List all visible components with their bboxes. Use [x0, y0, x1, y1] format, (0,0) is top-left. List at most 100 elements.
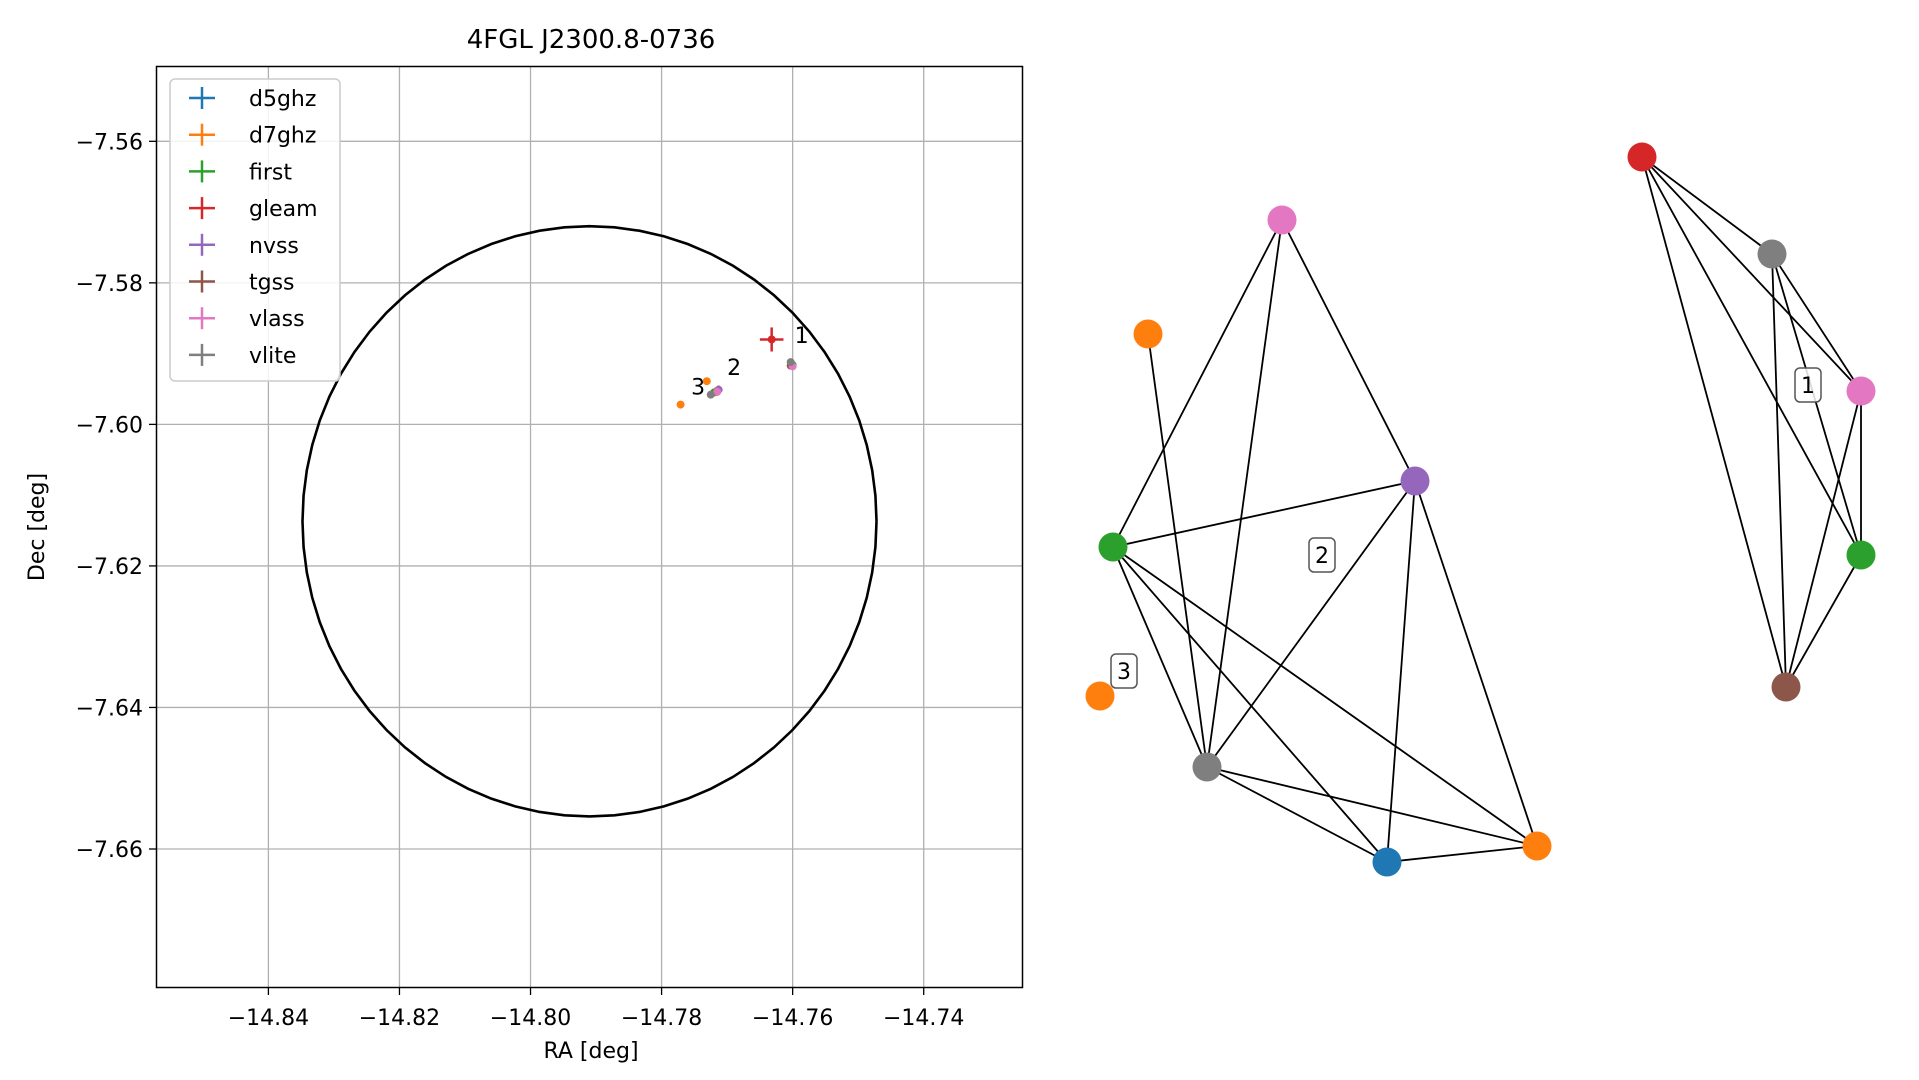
graph-edge: [1641, 156, 1862, 392]
y-tick-label: −7.64: [76, 696, 143, 721]
legend-label: nvss: [249, 234, 299, 259]
cluster-label-box: [1110, 653, 1138, 689]
graph-node-vlass: [1846, 376, 1876, 406]
graph-edge: [1112, 546, 1388, 863]
cluster-label-text: 3: [1117, 660, 1131, 685]
graph-edge: [1112, 219, 1283, 548]
legend-item-vlass: vlass: [189, 307, 305, 332]
legend-label: gleam: [249, 197, 318, 222]
data-point-d7ghz: [676, 400, 685, 409]
point-marker: [676, 400, 685, 409]
legend-label: vlass: [249, 307, 305, 332]
legend-label: d7ghz: [249, 124, 316, 149]
graph-edges: [1112, 156, 1862, 863]
graph-node-d7ghz: [1085, 681, 1115, 711]
graph-edge: [1206, 766, 1538, 847]
graph-node-d7ghz_a: [1133, 319, 1163, 349]
x-axis-label: RA [deg]: [543, 1039, 638, 1064]
graph-node-first: [1846, 540, 1876, 570]
cluster-annotations: 1 23: [691, 324, 809, 401]
legend-label: tgss: [249, 271, 295, 296]
data-point-d7ghz: [702, 377, 711, 386]
scatter-plot-panel: 4FGL J2300.8-0736 1 23 −14.84 −14.82 −14.80…: [25, 25, 1024, 1064]
legend-item-nvss: nvss: [189, 233, 299, 259]
y-tick-label: −7.60: [76, 413, 143, 438]
network-graph-panel: 1 2 3: [1085, 142, 1876, 877]
annotation-label: 3: [691, 376, 705, 401]
point-marker: [706, 390, 715, 399]
graph-node-vlass: [1267, 205, 1297, 235]
y-tick-label: −7.58: [76, 272, 143, 297]
y-axis-label: Dec [deg]: [25, 473, 50, 581]
data-point-vlite: [706, 390, 715, 399]
point-marker: [767, 335, 776, 344]
error-ellipse-layer: [301, 224, 878, 818]
data-points-layer: [676, 327, 797, 409]
graph-edge: [1771, 253, 1862, 392]
axes-frame: [155, 65, 1024, 989]
x-tick-label: −14.74: [883, 1006, 964, 1031]
graph-edge: [1386, 480, 1416, 863]
legend-item-d7ghz: d7ghz: [189, 123, 316, 149]
graph-node-d7ghz_b: [1522, 831, 1552, 861]
cluster-label-box: [1794, 367, 1822, 403]
legend-item-vlite: vlite: [189, 343, 296, 369]
legend-item-tgss: tgss: [189, 270, 295, 296]
cluster-label-box: [1308, 537, 1336, 573]
annotation-label: 1: [795, 324, 809, 349]
graph-node-vlite: [1192, 752, 1222, 782]
point-marker: [713, 387, 722, 396]
legend-label: d5ghz: [249, 87, 316, 112]
graph-node-vlite: [1757, 239, 1787, 269]
point-marker: [702, 377, 711, 386]
graph-edge: [1785, 554, 1862, 688]
cluster-label-text: 1: [1801, 374, 1815, 399]
y-tick-label: −7.62: [76, 555, 143, 580]
x-tick-label: −14.78: [621, 1006, 702, 1031]
x-tick-label: −14.82: [359, 1006, 440, 1031]
graph-edge: [1206, 766, 1388, 863]
graph-edge: [1112, 480, 1416, 548]
graph-node-nvss: [1400, 466, 1430, 496]
graph-node-first: [1098, 532, 1128, 562]
graph-edge: [1641, 156, 1773, 255]
graph-nodes: [1085, 142, 1876, 877]
graph-cluster-labels: 1 2 3: [1110, 367, 1822, 689]
graph-edge: [1281, 219, 1416, 482]
graph-node-d5ghz: [1372, 847, 1402, 877]
graph-edge: [1206, 480, 1416, 768]
graph-edge: [1785, 390, 1862, 688]
data-point-vlite: [786, 358, 795, 367]
graph-edge: [1206, 219, 1283, 768]
x-tick-label: −14.84: [228, 1006, 309, 1031]
graph-node-tgss: [1771, 672, 1801, 702]
legend-label: first: [249, 160, 292, 185]
graph-edge: [1641, 156, 1787, 688]
legend-label: vlite: [249, 344, 296, 369]
cluster-label-2: 2: [1308, 537, 1336, 573]
chart-title: 4FGL J2300.8-0736: [467, 25, 716, 55]
grid-lines: [157, 67, 1022, 987]
graph-edge: [1112, 546, 1538, 847]
data-point-gleam: [759, 327, 784, 352]
y-tick-label: −7.66: [76, 838, 143, 863]
graph-edge: [1771, 253, 1787, 688]
graph-edge: [1641, 156, 1862, 556]
y-axis-ticks: −7.56 −7.58 −7.60 −7.62 −7.64 −7.66: [76, 130, 157, 863]
x-tick-label: −14.76: [752, 1006, 833, 1031]
cluster-label-3: 3: [1110, 653, 1138, 689]
cluster-label-text: 2: [1315, 544, 1329, 569]
cluster-label-1: 1: [1794, 367, 1822, 403]
data-point-vlass: [713, 387, 722, 396]
y-tick-label: −7.56: [76, 130, 143, 155]
x-axis-ticks: −14.84 −14.82 −14.80 −14.78 −14.76 −14.74: [228, 987, 964, 1031]
annotation-label: 2: [727, 356, 741, 381]
error-ellipse: [301, 224, 878, 818]
legend-box: [169, 78, 341, 382]
legend-item-d5ghz: d5ghz: [189, 87, 316, 112]
graph-node-gleam: [1627, 142, 1657, 172]
graph-edge: [1147, 333, 1208, 768]
graph-edge: [1386, 845, 1538, 863]
graph-edge: [1414, 480, 1538, 847]
